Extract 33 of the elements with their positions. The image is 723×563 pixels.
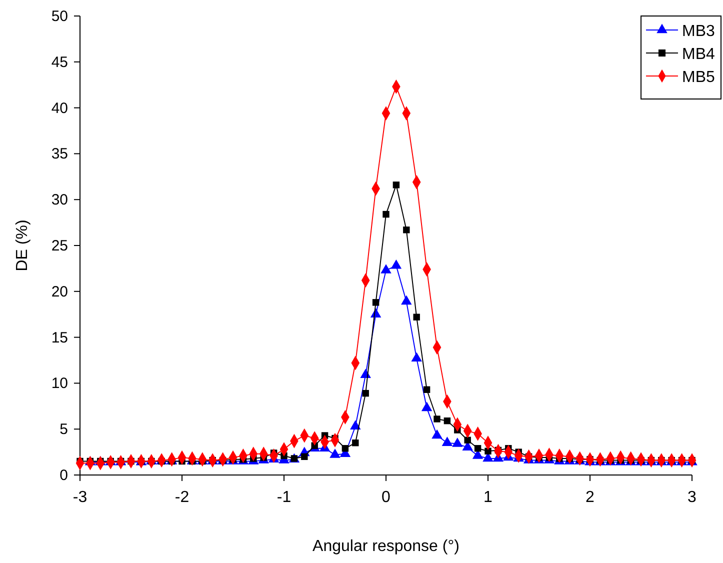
y-tick-label: 45	[51, 54, 68, 71]
y-tick-label: 50	[51, 8, 68, 25]
point	[380, 264, 392, 274]
y-tick-label: 25	[51, 238, 68, 254]
point	[432, 429, 442, 439]
point	[452, 438, 463, 447]
x-tick-label: 1	[484, 489, 493, 506]
y-tick-label: 30	[51, 192, 68, 209]
legend-label: MB3	[682, 23, 715, 40]
point	[350, 420, 361, 430]
y-tick-label: 15	[51, 329, 68, 346]
point	[390, 259, 402, 269]
point	[442, 436, 453, 446]
point	[411, 352, 422, 362]
x-tick-label: -2	[174, 489, 190, 506]
x-tick-label: 2	[586, 489, 595, 506]
x-axis-title: Angular response (°)	[312, 538, 460, 555]
y-tick-label: 0	[60, 467, 68, 484]
x-tick-label: -1	[276, 489, 292, 506]
y-tick-label: 10	[51, 375, 68, 392]
point	[330, 448, 340, 458]
y-tick-label: 20	[51, 283, 68, 300]
y-axis-title: DE (%)	[14, 220, 31, 272]
x-tick-label: 3	[688, 489, 697, 506]
legend-label: MB5	[682, 69, 715, 86]
y-tick-label: 35	[51, 146, 68, 163]
y-tick-label: 40	[51, 100, 68, 117]
point	[401, 295, 412, 305]
y-tick-label: 5	[60, 421, 68, 438]
x-tick-label: 0	[382, 489, 391, 506]
x-tick-label: -3	[72, 489, 88, 506]
point	[421, 402, 432, 412]
legend-label: MB4	[682, 46, 715, 63]
